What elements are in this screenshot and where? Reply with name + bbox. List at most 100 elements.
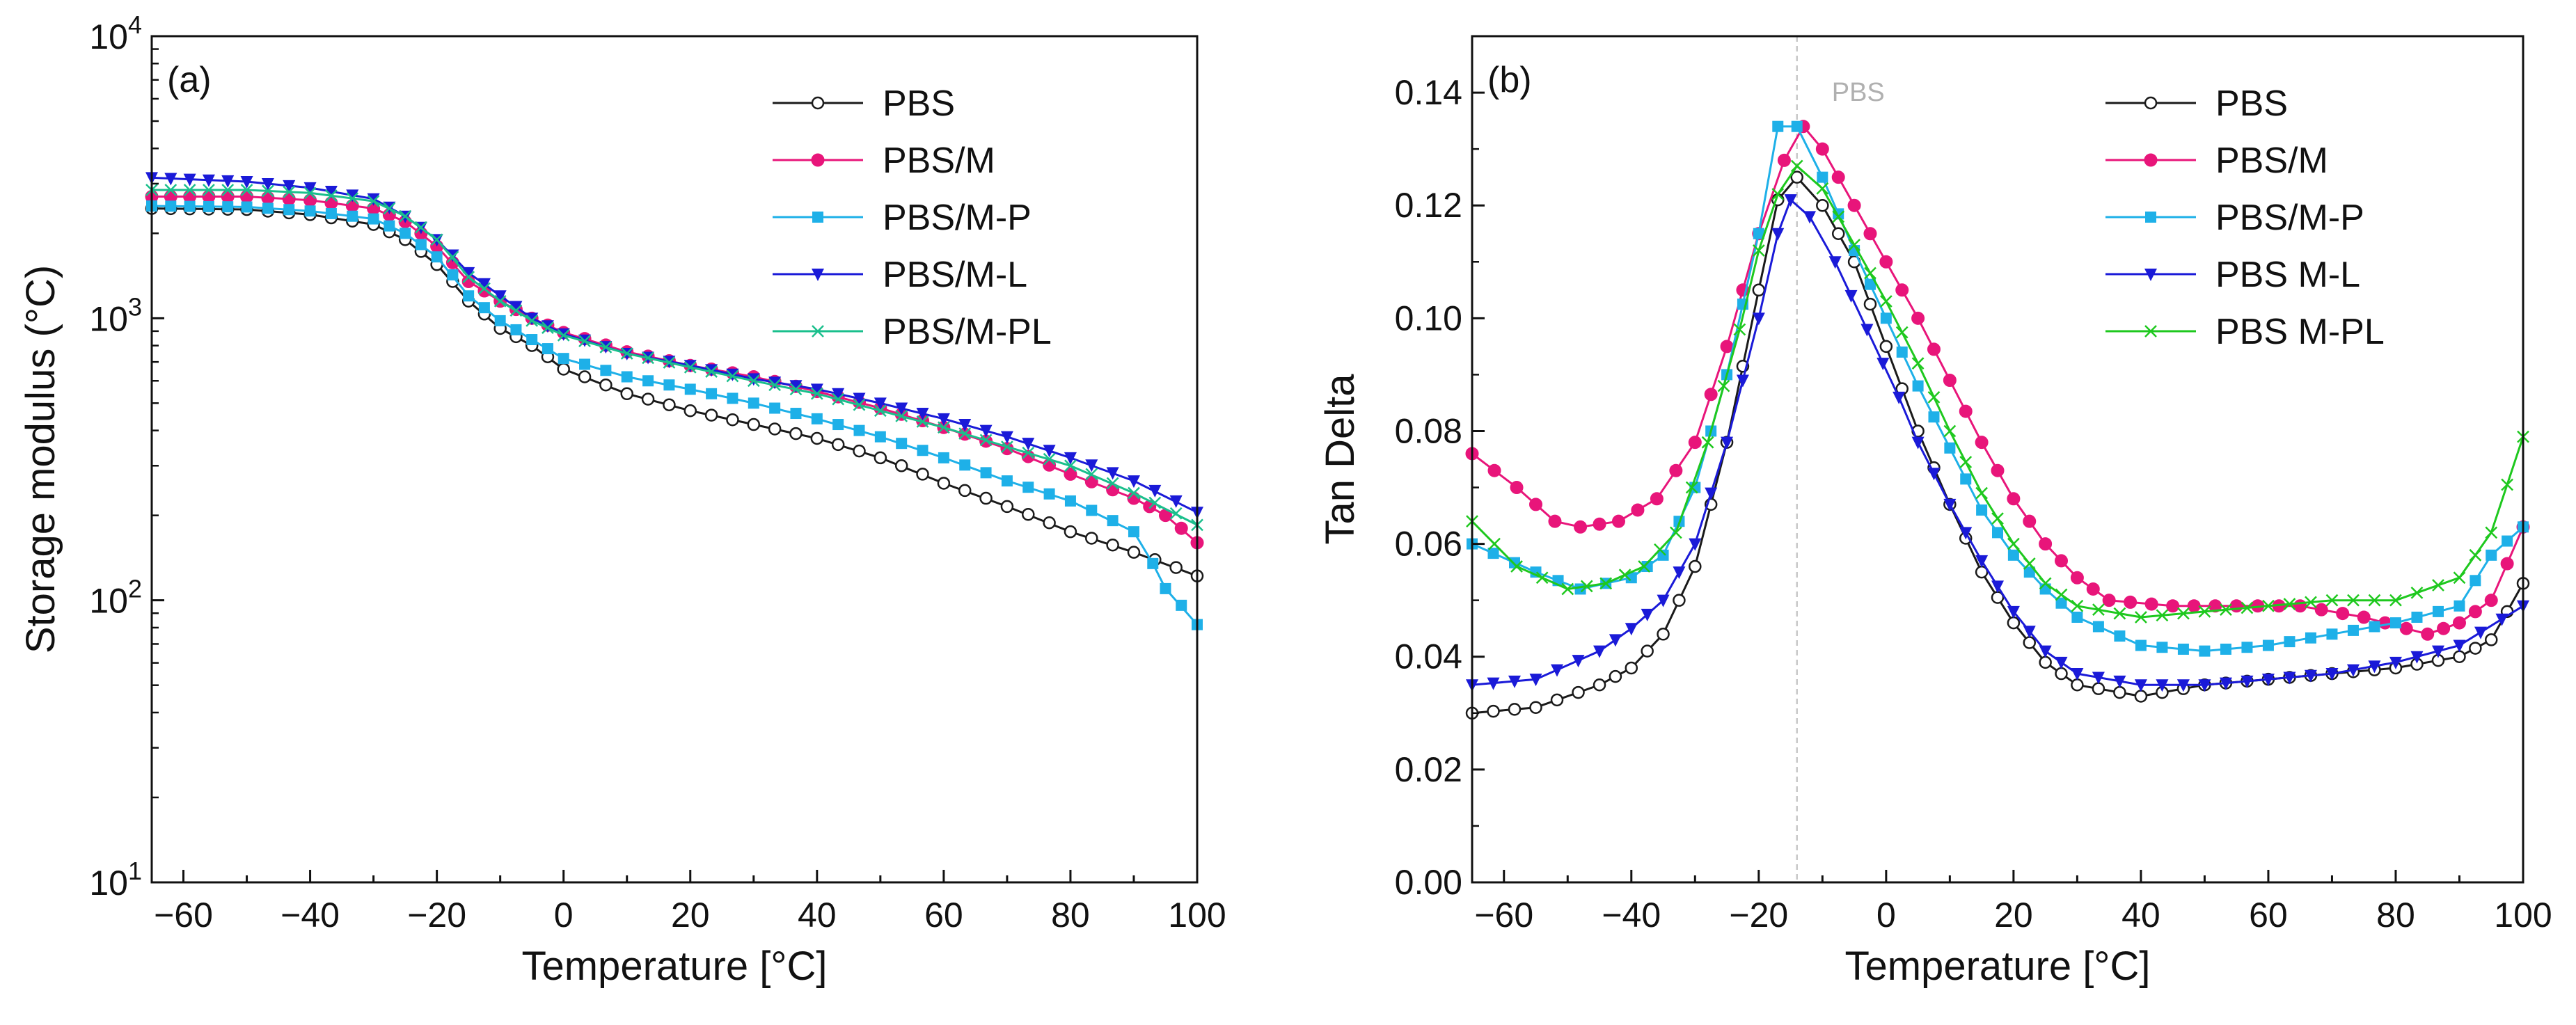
x-tick-label: −20 (407, 896, 466, 935)
data-point (478, 282, 491, 295)
data-point (1927, 390, 1941, 404)
data-point (2023, 514, 2037, 528)
y-tick-label: 0.02 (1395, 750, 1462, 789)
data-point (1784, 194, 1797, 207)
data-point (2389, 656, 2402, 669)
legend-label: PBS/M-PL (883, 312, 1052, 352)
legend-label: PBS M-L (2215, 255, 2360, 295)
data-point (1721, 436, 1734, 450)
data-point (1975, 555, 1989, 568)
data-point (1880, 312, 1892, 324)
data-point (1815, 142, 1829, 156)
data-point (2346, 664, 2360, 677)
data-point (2102, 594, 2116, 607)
data-point (183, 173, 196, 186)
x-tick-label: 20 (671, 896, 710, 935)
data-point (2357, 610, 2371, 624)
data-point (1580, 580, 1593, 593)
data-point (2220, 643, 2231, 655)
data-point (1160, 582, 1171, 594)
data-point (789, 427, 803, 440)
data-point (2347, 594, 2360, 607)
panel-b-x-axis-label: Temperature [°C] (1844, 944, 2150, 989)
data-point (1085, 532, 1098, 545)
x-tick-label: 60 (2249, 896, 2288, 935)
legend-item: PBS/M-PL (773, 312, 1052, 352)
data-point (1000, 500, 1014, 514)
data-point (2389, 617, 2401, 629)
data-point (1618, 569, 1631, 582)
data-point (937, 477, 951, 490)
legend-marker (812, 269, 824, 281)
data-point (2039, 645, 2052, 658)
data-point (1992, 527, 2003, 539)
x-tick-label: 40 (798, 896, 837, 935)
data-point (1669, 463, 1683, 477)
data-point (1816, 198, 1829, 212)
data-point (510, 324, 522, 335)
data-point (1943, 374, 1957, 388)
data-point (2199, 645, 2211, 657)
data-point (2023, 557, 2036, 570)
data-point (2431, 645, 2444, 658)
data-point (202, 189, 216, 203)
data-point (2007, 537, 2020, 550)
y-tick-label: 0.00 (1395, 863, 1462, 902)
data-point (958, 419, 972, 432)
data-point (1147, 557, 1159, 569)
panel-a-x-axis-label: Temperature [°C] (521, 944, 827, 989)
data-point (1574, 520, 1588, 534)
data-point (2177, 643, 2189, 655)
data-point (2039, 655, 2052, 669)
data-point (726, 370, 739, 383)
data-point (2453, 650, 2466, 663)
data-point (768, 422, 782, 436)
series-pbs-m-l (1466, 194, 2529, 692)
data-point (462, 267, 475, 280)
data-point (980, 467, 992, 479)
x-tick-label: 60 (924, 896, 963, 935)
data-point (1561, 582, 1574, 596)
data-point (2432, 605, 2444, 617)
data-point (2411, 611, 2423, 623)
data-point (2336, 607, 2350, 621)
panel-b-x-ticks: −60 −40 −20 0 20 40 60 80 100 (1474, 870, 2552, 935)
legend-marker (2145, 212, 2156, 223)
data-point (261, 191, 275, 205)
data-point (2501, 478, 2514, 491)
data-point (1685, 481, 1698, 494)
data-point (2453, 639, 2466, 653)
data-point (1911, 357, 1925, 370)
data-point (2484, 633, 2498, 646)
legend-item: PBS (773, 84, 955, 124)
data-point (2468, 605, 2482, 619)
data-point (1943, 424, 1957, 438)
data-point (832, 388, 845, 401)
data-point (2177, 607, 2190, 620)
data-point (1022, 507, 1035, 521)
data-point (1641, 608, 1654, 621)
data-point (1107, 515, 1119, 527)
data-point (1959, 404, 1973, 418)
data-point (2437, 621, 2451, 635)
data-point (874, 451, 887, 465)
data-point (2305, 596, 2317, 609)
data-point (620, 347, 633, 360)
data-point (282, 192, 296, 206)
data-point (221, 175, 235, 188)
data-point (1701, 436, 1714, 449)
data-point (1641, 561, 1653, 573)
x-tick-label: −40 (280, 896, 340, 935)
data-point (2113, 675, 2126, 688)
series-line (151, 207, 1198, 578)
data-point (2055, 656, 2068, 669)
data-point (462, 271, 475, 283)
data-point (2241, 675, 2254, 688)
data-point (2071, 678, 2084, 692)
data-point (1609, 634, 1622, 647)
data-point (1001, 475, 1013, 487)
data-point (2495, 613, 2508, 626)
data-point (810, 431, 824, 445)
data-point (303, 186, 317, 200)
data-point (384, 220, 395, 232)
